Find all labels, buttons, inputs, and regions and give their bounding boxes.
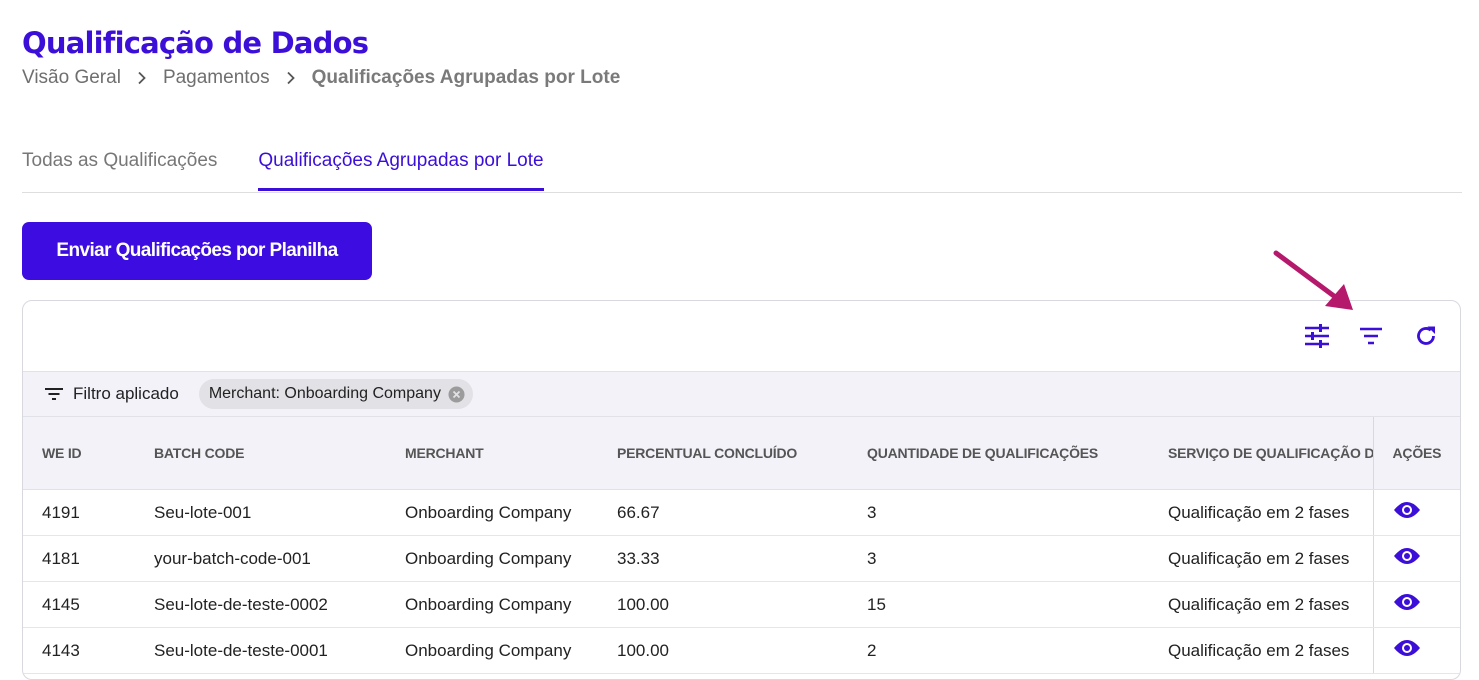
applied-filter-label: Filtro aplicado	[73, 384, 179, 403]
tab-all-qualifications[interactable]: Todas as Qualificações	[22, 150, 218, 171]
close-circle-icon[interactable]	[448, 386, 465, 403]
filter-icon[interactable]	[1356, 321, 1386, 351]
column-header-service[interactable]: SERVIÇO DE QUALIFICAÇÃO DE	[1168, 417, 1373, 490]
cell-we-id: 4181	[23, 535, 154, 582]
view-eye-icon[interactable]	[1393, 592, 1421, 612]
cell-we-id: 4191	[23, 489, 154, 536]
tab-batch-qualifications[interactable]: Qualificações Agrupadas por Lote	[258, 140, 544, 191]
column-header-percent[interactable]: PERCENTUAL CONCLUÍDO	[617, 417, 867, 490]
columns-settings-icon[interactable]	[1302, 321, 1332, 351]
column-header-we-id[interactable]: WE ID	[23, 417, 154, 490]
cell-service: Qualificação em 2 fases	[1168, 581, 1373, 628]
cell-quantity: 15	[867, 581, 1168, 628]
cell-service: Qualificação em 2 fases	[1168, 627, 1373, 674]
filter-chip-label: Merchant: Onboarding Company	[208, 385, 441, 402]
table-row[interactable]: 4181 your-batch-code-001 Onboarding Comp…	[23, 535, 1460, 582]
cell-actions	[1372, 489, 1460, 536]
tab-bar: Todas as Qualificações Qualificações Agr…	[22, 140, 1462, 193]
table-row[interactable]: 4191 Seu-lote-001 Onboarding Company 66.…	[23, 489, 1460, 536]
cell-merchant: Onboarding Company	[405, 627, 617, 674]
breadcrumb: Visão Geral Pagamentos Qualificações Agr…	[22, 67, 620, 89]
column-header-actions: AÇÕES	[1372, 417, 1460, 490]
cell-batch-code: your-batch-code-001	[154, 535, 405, 582]
refresh-icon[interactable]	[1411, 321, 1441, 351]
column-header-quantity[interactable]: QUANTIDADE DE QUALIFICAÇÕES	[867, 417, 1168, 490]
cell-we-id: 4143	[23, 627, 154, 674]
column-header-merchant[interactable]: MERCHANT	[405, 417, 617, 490]
view-eye-icon[interactable]	[1393, 638, 1421, 658]
cell-percent: 66.67	[617, 489, 867, 536]
cell-batch-code: Seu-lote-de-teste-0002	[154, 581, 405, 628]
table-toolbar	[23, 301, 1460, 371]
view-eye-icon[interactable]	[1393, 500, 1421, 520]
cell-percent: 100.00	[617, 581, 867, 628]
cell-quantity: 2	[867, 627, 1168, 674]
table-row[interactable]: 4143 Seu-lote-de-teste-0001 Onboarding C…	[23, 627, 1460, 674]
cell-merchant: Onboarding Company	[405, 535, 617, 582]
cell-we-id: 4145	[23, 581, 154, 628]
page-title: Qualificação de Dados	[22, 26, 369, 60]
table-row[interactable]: 4145 Seu-lote-de-teste-0002 Onboarding C…	[23, 581, 1460, 628]
breadcrumb-item-overview[interactable]: Visão Geral	[22, 67, 121, 88]
table-header-row: WE ID BATCH CODE MERCHANT PERCENTUAL CON…	[23, 417, 1460, 490]
cell-actions	[1372, 535, 1460, 582]
cell-quantity: 3	[867, 489, 1168, 536]
cell-percent: 33.33	[617, 535, 867, 582]
upload-spreadsheet-button[interactable]: Enviar Qualificações por Planilha	[22, 222, 372, 280]
column-header-batch-code[interactable]: BATCH CODE	[154, 417, 405, 490]
breadcrumb-item-payments[interactable]: Pagamentos	[162, 67, 270, 88]
chevron-right-icon	[137, 71, 147, 85]
cell-service: Qualificação em 2 fases	[1168, 489, 1373, 536]
cell-batch-code: Seu-lote-de-teste-0001	[154, 627, 405, 674]
cell-merchant: Onboarding Company	[405, 581, 617, 628]
filter-chip-merchant[interactable]: Merchant: Onboarding Company	[198, 379, 473, 409]
cell-batch-code: Seu-lote-001	[154, 489, 405, 536]
chevron-right-icon	[286, 71, 296, 85]
cell-service: Qualificação em 2 fases	[1168, 535, 1373, 582]
qualifications-table: WE ID BATCH CODE MERCHANT PERCENTUAL CON…	[23, 417, 1460, 674]
cell-merchant: Onboarding Company	[405, 489, 617, 536]
cell-percent: 100.00	[617, 627, 867, 674]
view-eye-icon[interactable]	[1393, 546, 1421, 566]
qualifications-table-card: Filtro aplicado Merchant: Onboarding Com…	[22, 300, 1461, 680]
applied-filter-bar: Filtro aplicado Merchant: Onboarding Com…	[23, 371, 1460, 417]
cell-actions	[1372, 627, 1460, 674]
filter-list-icon	[45, 387, 63, 401]
cell-actions	[1372, 581, 1460, 628]
breadcrumb-current: Qualificações Agrupadas por Lote	[311, 67, 621, 88]
cell-quantity: 3	[867, 535, 1168, 582]
